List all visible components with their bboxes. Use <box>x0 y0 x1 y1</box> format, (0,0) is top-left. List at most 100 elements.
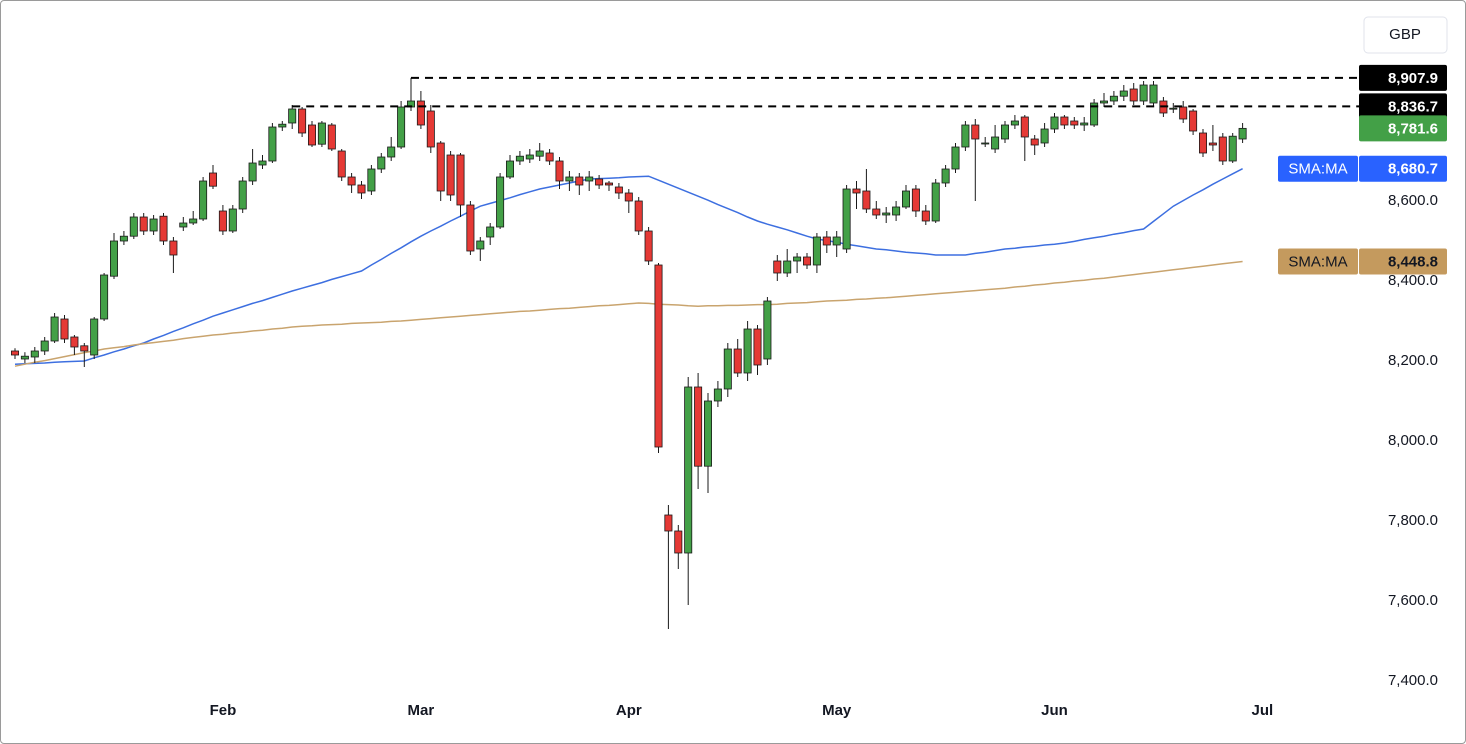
sma-line <box>14 260 1243 367</box>
candle-body <box>525 154 534 160</box>
candle-body <box>1090 102 1099 126</box>
candle-body <box>921 210 930 222</box>
candle-body <box>565 176 574 182</box>
candle-body <box>812 236 821 266</box>
candle-body <box>991 136 1000 150</box>
candle-body <box>199 180 208 220</box>
candle-body <box>317 122 326 145</box>
candle-body <box>100 274 109 320</box>
candle-body <box>704 400 713 467</box>
candle-body <box>624 192 633 202</box>
x-tick-label: Feb <box>210 702 237 719</box>
x-tick-label: May <box>822 702 852 719</box>
candle-body <box>1080 122 1089 126</box>
plot-area <box>10 76 1359 629</box>
candle-body <box>496 176 505 228</box>
candle-body <box>1020 116 1029 138</box>
candle-body <box>941 168 950 184</box>
candle-body <box>40 340 49 352</box>
candle-body <box>238 180 247 210</box>
candle-body <box>248 162 257 182</box>
candle-body <box>208 172 217 187</box>
candle-body <box>1238 127 1247 140</box>
price-badge <box>1359 248 1447 275</box>
candle-body <box>149 218 158 232</box>
candle-body <box>961 124 970 148</box>
currency-button[interactable] <box>1363 16 1448 54</box>
candle-body <box>268 126 277 162</box>
price-badge-label: 8,448.8 <box>1388 253 1438 270</box>
candle-body <box>357 184 366 194</box>
sma-name-badge <box>1278 155 1358 182</box>
candle-body <box>119 235 128 242</box>
candle-body <box>486 226 495 238</box>
currency-label[interactable]: GBP <box>1389 26 1421 43</box>
candle-body <box>911 188 920 212</box>
x-tick-label: Mar <box>408 702 435 719</box>
candle-body <box>981 142 990 145</box>
candle-body <box>743 328 752 374</box>
candle-body <box>1149 84 1158 104</box>
candle-body <box>931 182 940 222</box>
price-badge <box>1359 93 1447 120</box>
candle-body <box>832 236 841 246</box>
candle-body <box>1139 84 1148 102</box>
price-badge <box>1359 155 1447 182</box>
candle-body <box>387 146 396 158</box>
candle-body <box>436 142 445 192</box>
price-badge-label: 8,680.7 <box>1388 161 1438 178</box>
candle-body <box>505 160 514 178</box>
candle-body <box>1040 128 1049 144</box>
candle-body <box>456 154 465 206</box>
candle-body <box>644 230 653 262</box>
candle-body <box>30 350 39 358</box>
candle-body <box>1100 100 1109 104</box>
sma-line <box>14 168 1243 365</box>
candle-body <box>1218 136 1227 162</box>
candle-body <box>367 168 376 192</box>
price-badge-label: 8,907.9 <box>1388 70 1438 87</box>
candle-body <box>545 152 554 162</box>
candle-body <box>872 208 881 216</box>
price-badges: 8,907.9 8,836.7 8,781.6 SMA:MA 8,680.7 SMA:MA… <box>1278 64 1447 275</box>
candle-body <box>1208 142 1217 146</box>
candle-body <box>179 222 188 228</box>
candle-body <box>169 240 178 256</box>
candle-body <box>288 108 297 124</box>
price-badge <box>1359 64 1447 91</box>
candle-body <box>50 316 59 342</box>
sma-name-label: SMA:MA <box>1288 253 1347 270</box>
candle-body <box>902 190 911 208</box>
candle-body <box>1169 107 1178 110</box>
candle-body <box>773 260 782 274</box>
candle-body <box>129 216 138 237</box>
sma-name-label: SMA:MA <box>1288 161 1347 178</box>
candle-body <box>595 178 604 186</box>
x-tick-label: Jun <box>1041 702 1068 719</box>
candle-body <box>377 156 386 170</box>
candle-body <box>476 240 485 250</box>
candle-body <box>674 530 683 554</box>
candle-body <box>723 348 732 390</box>
candle-body <box>842 188 851 250</box>
candle-body <box>535 150 544 157</box>
candle-body <box>110 240 119 277</box>
candle-body <box>1030 138 1039 146</box>
y-tick-label: 8,200.0 <box>1388 352 1438 369</box>
candle-body <box>1119 90 1128 97</box>
candle-body <box>159 215 168 242</box>
candle-body <box>189 218 198 224</box>
candle-body <box>60 318 69 340</box>
candle-body <box>1070 120 1079 126</box>
price-badge-label: 8,836.7 <box>1388 98 1438 115</box>
candle-body <box>605 182 614 186</box>
candle-body <box>298 108 307 134</box>
candle-body <box>862 190 871 210</box>
candle-body <box>1199 132 1208 154</box>
candle-body <box>555 160 564 182</box>
candle-body <box>585 176 594 182</box>
candle-body <box>307 124 316 146</box>
candle-body <box>446 154 455 196</box>
candle-body <box>1010 120 1019 126</box>
